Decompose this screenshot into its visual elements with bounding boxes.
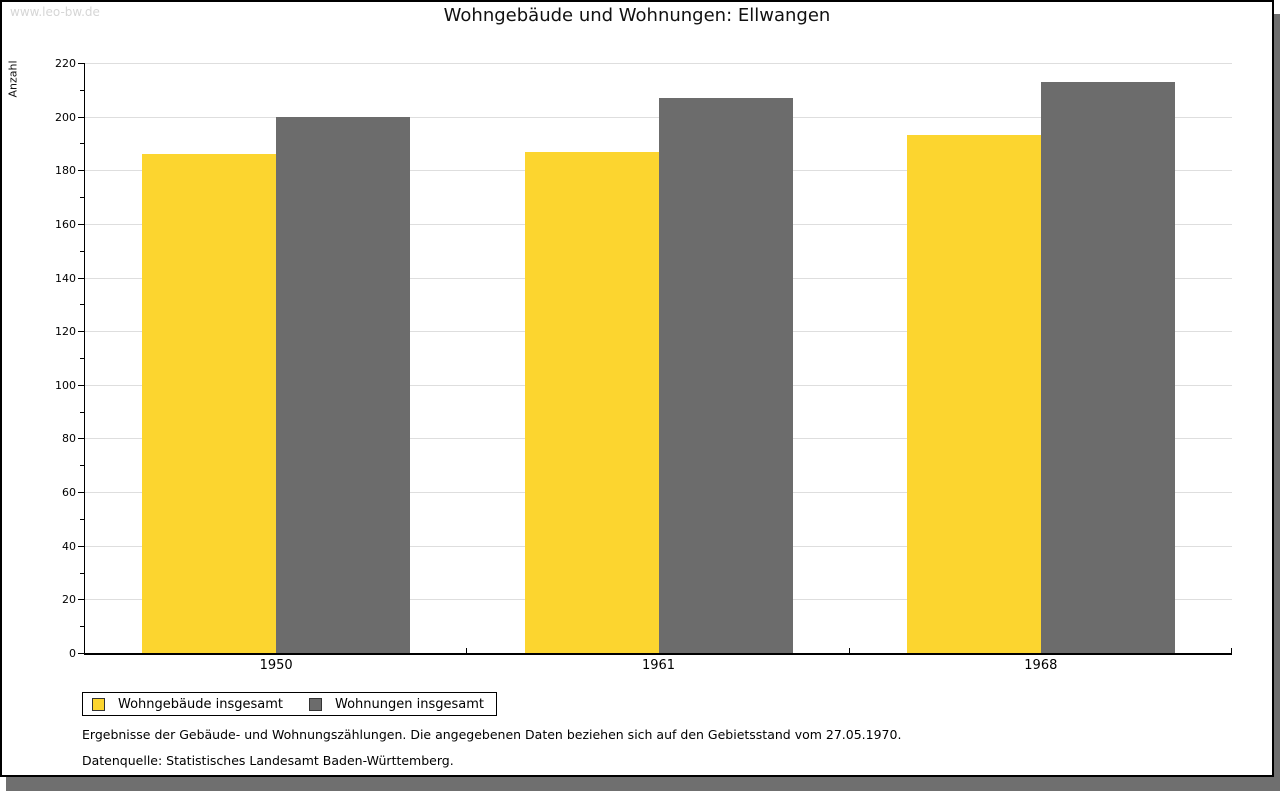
legend-label: Wohnungen insgesamt [335, 696, 484, 712]
y-axis-major-tick [78, 331, 84, 333]
footnote-line-1: Ergebnisse der Gebäude- und Wohnungszähl… [82, 727, 902, 742]
y-axis-major-tick [78, 545, 84, 547]
y-axis-major-tick [78, 170, 84, 172]
y-axis-tick-label: 220 [55, 57, 76, 70]
y-axis-minor-tick [80, 518, 84, 520]
y-axis-tick-label: 140 [55, 271, 76, 285]
legend-label: Wohngebäude insgesamt [118, 696, 283, 712]
x-axis-tick-label: 1961 [641, 658, 676, 673]
bar-wohngebaeude-1950 [142, 154, 277, 653]
y-axis-tick-label: 20 [62, 593, 76, 607]
legend-swatch-wohngebaeude [92, 697, 105, 711]
y-axis-minor-tick [80, 197, 84, 199]
y-axis-major-tick [78, 223, 84, 225]
y-axis-minor-tick [80, 626, 84, 628]
footnote-line-2: Datenquelle: Statistisches Landesamt Bad… [82, 753, 454, 768]
y-axis-major-tick [78, 277, 84, 279]
legend: Wohngebäude insgesamt Wohnungen insgesam… [82, 692, 497, 716]
y-axis-tick-label: 40 [62, 539, 76, 553]
y-axis-major-tick [78, 116, 84, 118]
bar-wohnungen-1961 [658, 97, 793, 653]
gridline [85, 63, 1232, 64]
y-axis-tick-label: 180 [55, 164, 76, 178]
bar-wohngebaeude-1968 [906, 135, 1041, 653]
y-axis-minor-tick [80, 358, 84, 359]
legend-swatch-wohnungen [309, 697, 322, 711]
y-axis-minor-tick [80, 143, 84, 145]
x-axis-line [84, 653, 1232, 655]
chart-title: Wohngebäude und Wohnungen: Ellwangen [443, 5, 831, 26]
y-axis-tick-label: 200 [55, 110, 76, 124]
y-axis-tick-label: 120 [55, 325, 76, 339]
y-axis-major-tick [78, 63, 84, 64]
y-axis-minor-tick [80, 304, 84, 306]
y-axis-tick-label: 160 [55, 217, 76, 231]
y-axis-tick-label: 60 [62, 486, 76, 500]
x-axis-tick [466, 648, 468, 653]
y-axis-tick-label: 0 [69, 647, 76, 660]
y-axis-major-tick [78, 384, 84, 386]
y-axis-major-tick [78, 599, 84, 601]
watermark: www.leo-bw.de [10, 5, 100, 19]
y-axis-tick-label: 80 [62, 432, 76, 446]
x-axis-tick [848, 648, 850, 653]
legend-item: Wohngebäude insgesamt [92, 697, 283, 712]
y-axis-minor-tick [80, 411, 84, 413]
y-axis-minor-tick [80, 250, 84, 252]
y-axis-line [84, 63, 85, 653]
y-axis-minor-tick [80, 465, 84, 467]
legend-item: Wohnungen insgesamt [309, 697, 484, 712]
y-axis-minor-tick [80, 572, 84, 574]
chart-page: www.leo-bw.de Wohngebäude und Wohnungen:… [0, 0, 1274, 777]
y-axis-tick-label: 100 [55, 378, 76, 392]
bar-wohnungen-1968 [1040, 81, 1175, 653]
y-axis-minor-tick [80, 89, 84, 91]
y-axis-label: Anzahl [6, 60, 20, 98]
bar-wohnungen-1950 [276, 116, 411, 653]
bar-wohngebaeude-1961 [524, 151, 659, 653]
y-axis-major-tick [78, 438, 84, 440]
y-axis-major-tick [78, 492, 84, 494]
y-axis-major-tick [78, 653, 84, 654]
x-axis-tick [1231, 648, 1232, 653]
x-axis-tick-label: 1968 [1024, 658, 1058, 673]
x-axis-tick-label: 1950 [259, 658, 293, 673]
